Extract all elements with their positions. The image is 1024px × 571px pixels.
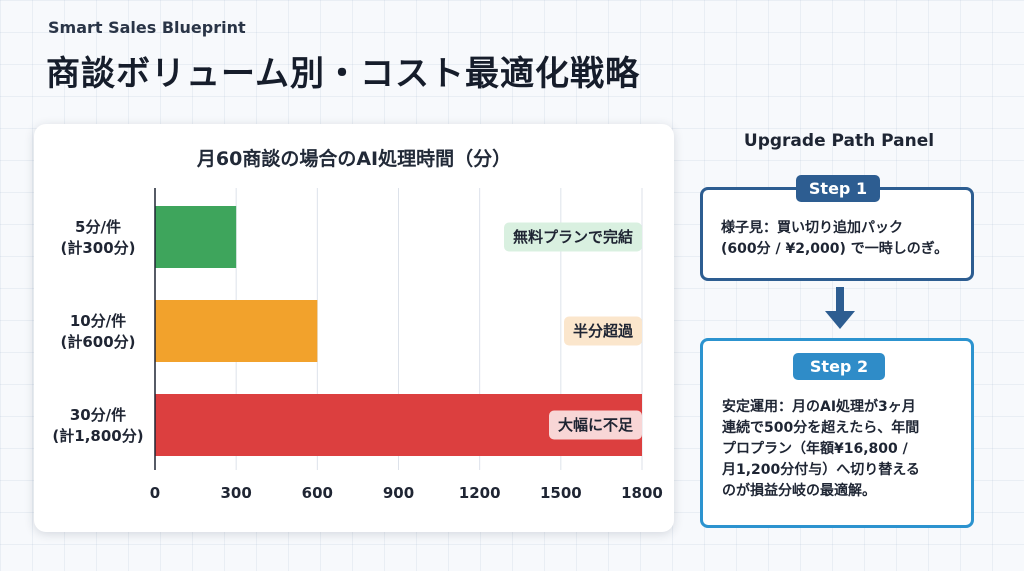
step2-line: 安定運用：月のAI処理が3ヶ月 [722,399,916,415]
step2-badge: Step 2 [793,353,885,380]
down-arrow-icon [825,287,855,329]
step2-line: プロプラン（年額¥16,800 / [722,441,908,457]
category-label: 10分/件 [70,312,126,330]
bar [155,206,237,268]
step1-badge: Step 1 [796,175,880,202]
step1-line: 様子見：買い切り追加パック [721,220,903,236]
category-label: 5分/件 [75,218,121,236]
brand-eyebrow: Smart Sales Blueprint [48,18,246,37]
x-tick-label: 600 [302,484,333,502]
annotation-badge [504,222,642,252]
bar [155,300,318,362]
step2-line: 連続で500分を超えたら、年間 [722,420,920,436]
category-label: (計1,800分) [52,427,143,445]
annotation-badge [549,410,642,440]
category-label: (計300分) [60,239,135,257]
x-tick-label: 0 [150,484,160,502]
page-title: 商談ボリューム別・コスト最適化戦略 [46,54,640,94]
annotation-text: 大幅に不足 [558,416,634,434]
annotation-text: 半分超過 [573,322,634,340]
category-label: 30分/件 [70,406,126,424]
bar-chart: 月60商談の場合のAI処理時間（分） 5分/件 (計300分) 無料プランで完結 10分… [52,147,663,502]
annotation-text: 無料プランで完結 [513,228,633,246]
x-tick-label: 900 [383,484,414,502]
step1-text: 様子見：買い切り追加パック (600分 / ¥2,000) で一時しのぎ。 [721,218,967,260]
chart-card: 月60商談の場合のAI処理時間（分） 5分/件 (計300分) 無料プランで完結 10分… [34,124,674,532]
x-tick-label: 1800 [621,484,663,502]
x-tick-label: 300 [221,484,252,502]
category-label: (計600分) [60,333,135,351]
chart-title: 月60商談の場合のAI処理時間（分） [196,147,511,170]
step1-line: (600分 / ¥2,000) で一時しのぎ。 [721,241,949,257]
step2-line: 月1,200分付与）へ切り替える [722,462,920,478]
x-tick-label: 1500 [540,484,582,502]
step2-text: 安定運用：月のAI処理が3ヶ月 連続で500分を超えたら、年間 プロプラン（年額… [722,397,962,502]
upgrade-panel-title: Upgrade Path Panel [743,131,935,151]
step2-line: のが損益分岐の最適解。 [722,483,876,499]
x-tick-label: 1200 [459,484,501,502]
annotation-badge [564,316,642,346]
